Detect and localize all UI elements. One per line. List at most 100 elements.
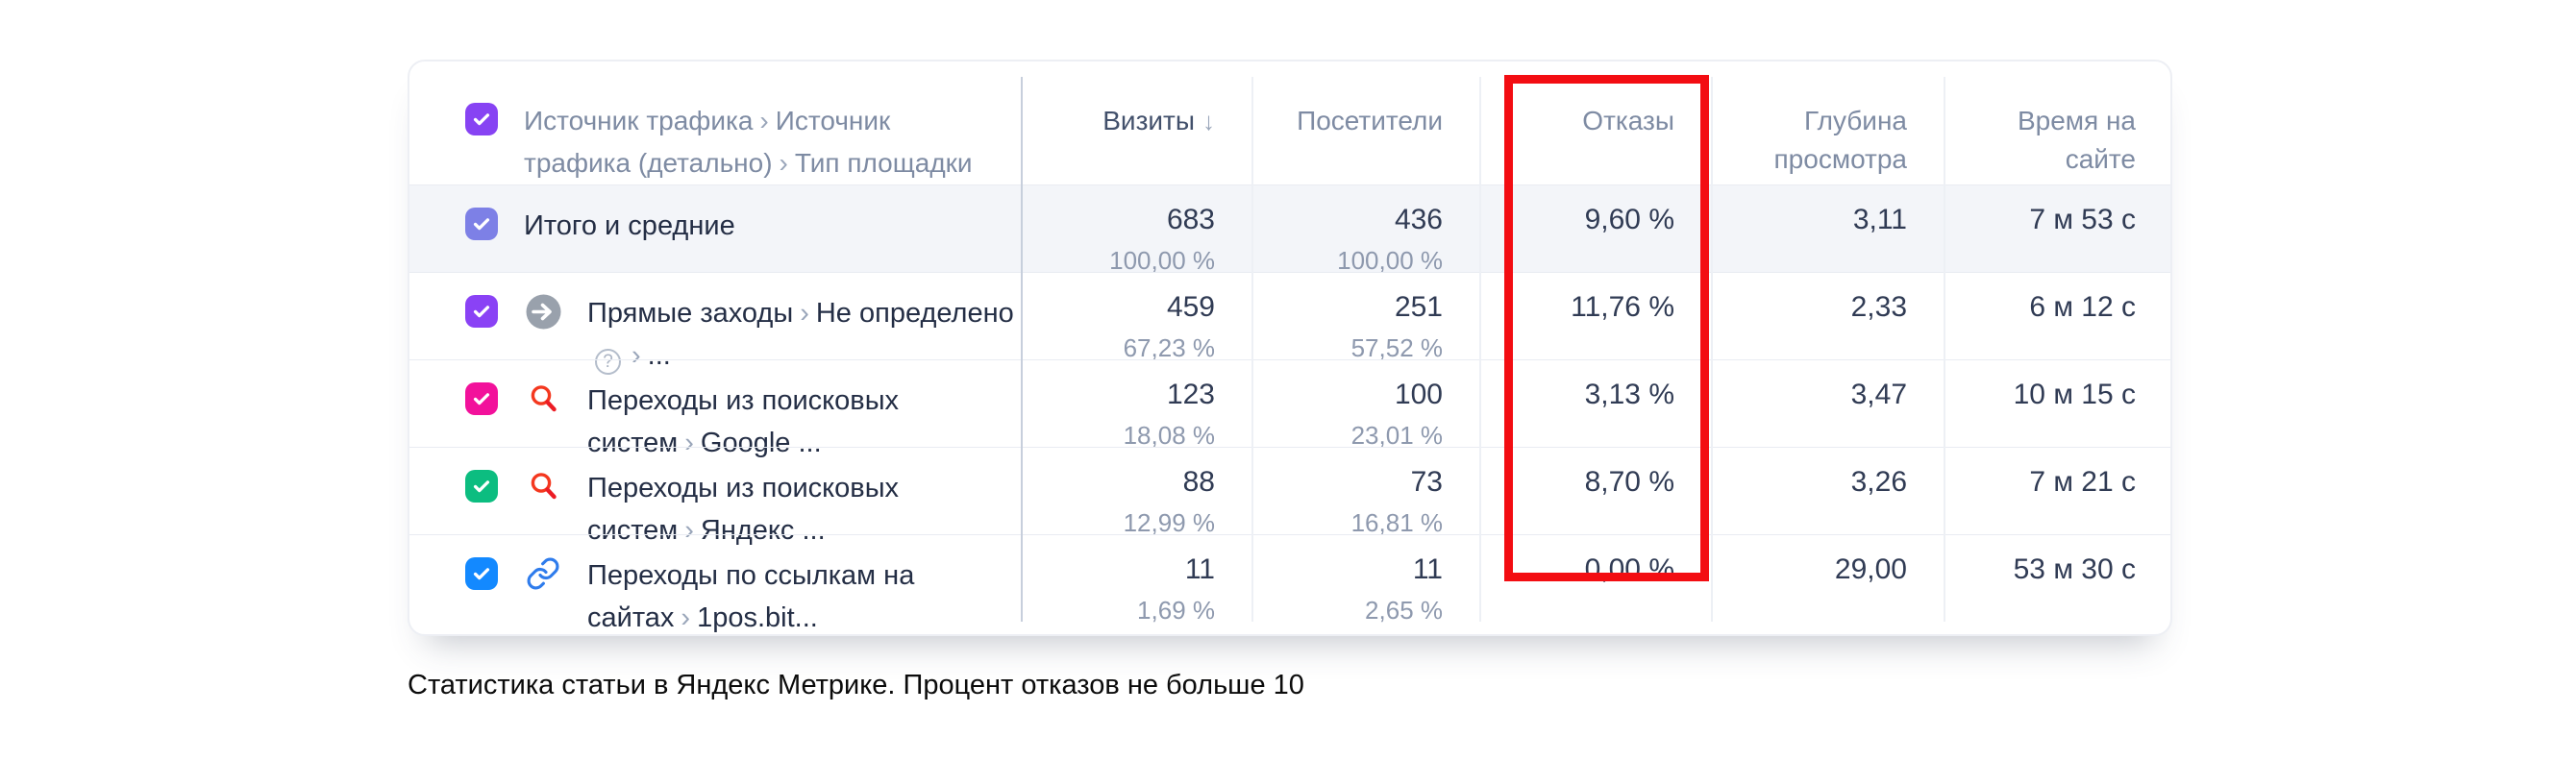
row-checkbox[interactable]: [465, 382, 498, 415]
metric-share-value: 18,08 %: [1123, 421, 1215, 450]
metric-value: 11,76 %: [1571, 291, 1674, 323]
label-segment: Переходы из поисковых систем: [587, 385, 900, 458]
visits-cell: 123 18,08 %: [1021, 360, 1251, 464]
metric-share-value: 67,23 %: [1123, 333, 1215, 362]
chevron-separator: ›: [681, 602, 691, 633]
table-header-row: Источник трафика › Источник трафика (детал…: [409, 77, 2170, 184]
dimension-column-divider: [1021, 77, 1023, 622]
row-label: Переходы из поисковых систем › Яндекс ...: [587, 467, 1021, 552]
column-header-label: Визиты: [1102, 106, 1195, 135]
bounce-rate-cell: 8,70 %: [1479, 448, 1711, 552]
metric-value: 73: [1410, 466, 1443, 498]
row-dimension-cell: Переходы из поисковых систем › Google ...: [409, 360, 1021, 464]
bounce-rate-cell: 3,13 %: [1479, 360, 1711, 464]
table-row: Переходы из поисковых систем › Яндекс ... 8…: [409, 447, 2170, 546]
label-segment: Источник трафика (детально): [524, 106, 891, 178]
bounce-rate-cell: 11,76 %: [1479, 273, 1711, 377]
column-header-time-on-site[interactable]: Время на сайте: [1944, 77, 2172, 184]
metric-value: 11: [1412, 553, 1443, 585]
metric-share-value: 12,99 %: [1123, 508, 1215, 537]
depth-cell: 3,11: [1711, 185, 1944, 276]
metric-value: 2,33: [1850, 291, 1907, 323]
checkmark-icon: [471, 388, 492, 409]
table-row: Переходы по ссылкам на сайтах › 1pos.bit..…: [409, 534, 2170, 633]
column-header-label: Глубина просмотра: [1773, 106, 1907, 174]
metric-share-value: 57,52 %: [1350, 333, 1443, 362]
depth-cell: 29,00: [1711, 535, 1944, 639]
label-segment: 1pos.bit...: [697, 602, 818, 633]
row-dimension-cell: Переходы из поисковых систем › Яндекс ...: [409, 448, 1021, 552]
visitors-cell: 251 57,52 %: [1251, 273, 1479, 377]
bounce-rate-cell: 0,00 %: [1479, 535, 1711, 639]
search-icon: [525, 468, 561, 504]
time-on-site-cell: 7 м 21 с: [1944, 448, 2172, 552]
metrica-report-card: Источник трафика › Источник трафика (детал…: [408, 60, 2172, 636]
label-segment: Итого и средние: [524, 210, 735, 241]
metric-value: 11: [1184, 553, 1215, 585]
column-header-visitors[interactable]: Посетители: [1251, 77, 1479, 184]
column-separator: [1711, 77, 1713, 622]
column-header-bounce-rate[interactable]: Отказы: [1479, 77, 1711, 184]
metric-value: 29,00: [1834, 553, 1907, 585]
table-row: Переходы из поисковых систем › Google ... 1…: [409, 359, 2170, 458]
visitors-cell: 11 2,65 %: [1251, 535, 1479, 639]
column-separator: [1251, 77, 1253, 622]
column-header-depth[interactable]: Глубина просмотра: [1711, 77, 1944, 184]
select-all-checkbox[interactable]: [465, 103, 498, 135]
metric-value: 7 м 53 с: [2029, 204, 2136, 235]
chevron-separator: ›: [779, 148, 788, 178]
row-dimension-cell: Итого и средние: [409, 185, 1021, 276]
row-checkbox[interactable]: [465, 208, 498, 240]
metric-value: 683: [1166, 204, 1215, 235]
label-segment: Яндекс ...: [700, 515, 826, 546]
checkmark-icon: [471, 213, 492, 234]
metric-share-value: 100,00 %: [1109, 246, 1215, 275]
bounce-rate-cell: 9,60 %: [1479, 185, 1711, 276]
metric-share-value: 2,65 %: [1365, 596, 1443, 625]
row-checkbox[interactable]: [465, 557, 498, 590]
metric-share-value: 16,81 %: [1350, 508, 1443, 537]
time-on-site-cell: 6 м 12 с: [1944, 273, 2172, 377]
metric-share-value: 23,01 %: [1350, 421, 1443, 450]
direct-arrow-icon: [525, 293, 561, 330]
dimension-header-cell: Источник трафика › Источник трафика (детал…: [409, 77, 1021, 184]
depth-cell: 2,33: [1711, 273, 1944, 377]
visits-cell: 459 67,23 %: [1021, 273, 1251, 377]
label-segment: Google ...: [700, 428, 822, 458]
column-separator: [1479, 77, 1481, 622]
sort-arrow-down-icon: ↓: [1202, 107, 1215, 135]
column-header-visits[interactable]: Визиты ↓: [1021, 77, 1251, 184]
column-separator: [1944, 77, 1945, 622]
image-caption: Статистика статьи в Яндекс Метрике. Проц…: [408, 670, 1304, 700]
visits-cell: 683 100,00 %: [1021, 185, 1251, 276]
row-label: Переходы по ссылкам на сайтах › 1pos.bit..…: [587, 554, 1021, 639]
table-body: Итого и средние 683 100,00 % 436 100,00 % 9,6…: [409, 184, 2170, 633]
metric-value: 88: [1182, 466, 1215, 498]
metric-value: 10 м 15 с: [2013, 379, 2136, 410]
row-checkbox[interactable]: [465, 470, 498, 503]
table-row: Прямые заходы › Не определено? ›... 459 67,23…: [409, 272, 2170, 375]
column-header-label: Посетители: [1297, 106, 1443, 135]
metric-value: 251: [1394, 291, 1443, 323]
chevron-separator: ›: [684, 515, 694, 546]
time-on-site-cell: 10 м 15 с: [1944, 360, 2172, 464]
visits-cell: 11 1,69 %: [1021, 535, 1251, 639]
row-dimension-cell: Переходы по ссылкам на сайтах › 1pos.bit..…: [409, 535, 1021, 639]
checkmark-icon: [471, 563, 492, 584]
metric-value: 3,26: [1850, 466, 1907, 498]
metric-value: 3,11: [1852, 204, 1907, 235]
label-segment: Переходы по ссылкам на сайтах: [587, 560, 915, 633]
visitors-cell: 100 23,01 %: [1251, 360, 1479, 464]
row-checkbox[interactable]: [465, 295, 498, 328]
chevron-separator: ›: [632, 340, 641, 371]
chevron-separator: ›: [800, 298, 809, 329]
row-label: Переходы из поисковых систем › Google ...: [587, 380, 1021, 464]
depth-cell: 3,26: [1711, 448, 1944, 552]
row-label: Итого и средние: [524, 205, 735, 247]
chevron-separator: ›: [684, 428, 694, 458]
help-icon[interactable]: ?: [595, 349, 621, 375]
label-segment: Не определено: [815, 298, 1014, 329]
metric-value: 53 м 30 с: [2013, 553, 2136, 585]
visits-cell: 88 12,99 %: [1021, 448, 1251, 552]
chevron-separator: ›: [759, 106, 769, 135]
